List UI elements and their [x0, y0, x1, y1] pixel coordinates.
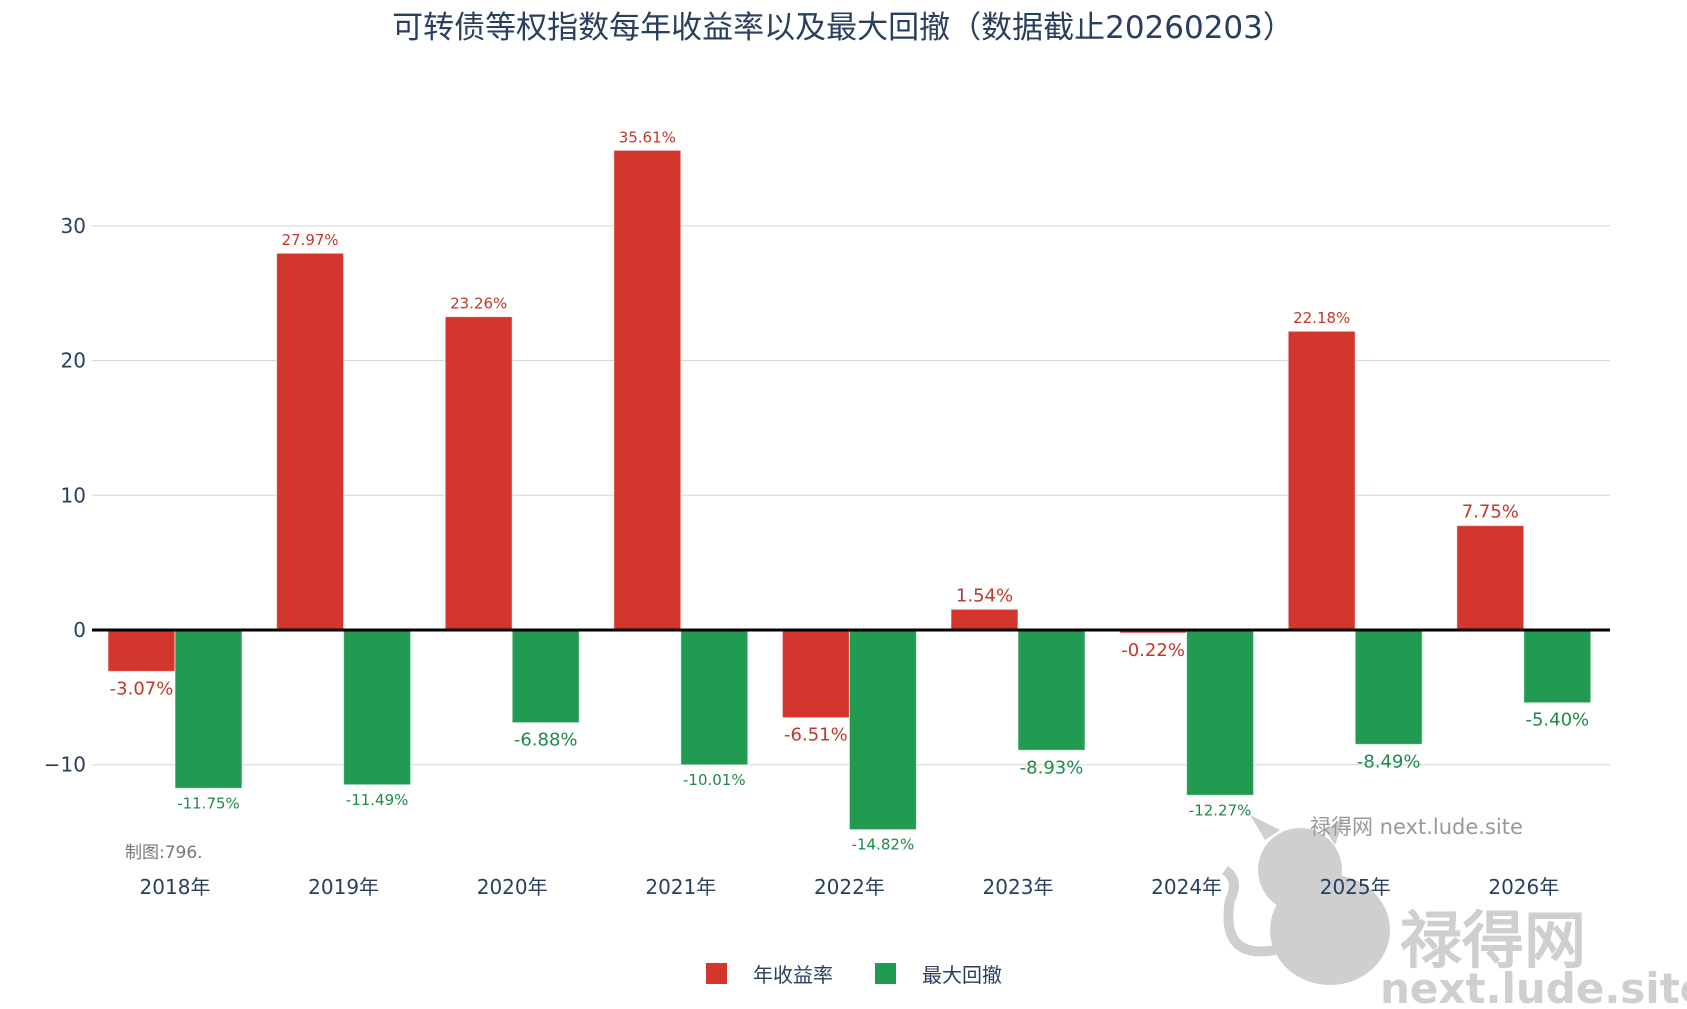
bar-max-drawdown[interactable] — [1017, 629, 1086, 751]
y-tick-label: 20 — [61, 349, 86, 373]
legend-label: 最大回撤 — [922, 963, 1002, 987]
bar-annual-return[interactable] — [781, 629, 850, 719]
bar-annual-return[interactable] — [1456, 525, 1525, 631]
data-label: 35.61% — [619, 128, 676, 146]
data-label: -5.40% — [1525, 710, 1589, 731]
bar-max-drawdown[interactable] — [1186, 629, 1255, 796]
x-tick-label: 2019年 — [308, 875, 379, 899]
data-label: 1.54% — [956, 585, 1013, 606]
bar-max-drawdown[interactable] — [174, 629, 243, 789]
bar-max-drawdown[interactable] — [343, 629, 412, 786]
watermark-big-url: next.lude.site — [1380, 964, 1687, 1009]
bar-annual-return[interactable] — [276, 252, 345, 631]
legend-swatch-red — [706, 963, 727, 984]
y-tick-label: 10 — [61, 483, 86, 507]
x-axis: 2018年 2019年 2020年 2021年 2022年 2023年 2024年 2025年… — [140, 875, 1560, 899]
x-tick-label: 2024年 — [1151, 875, 1222, 899]
bar-max-drawdown[interactable] — [1523, 629, 1592, 704]
bars — [107, 149, 1592, 831]
data-label: 22.18% — [1293, 309, 1350, 327]
bar-annual-return[interactable] — [1287, 330, 1356, 631]
legend-swatch-green — [875, 963, 896, 984]
bar-annual-return[interactable] — [444, 316, 513, 631]
x-tick-label: 2025年 — [1320, 875, 1391, 899]
data-label: 27.97% — [281, 231, 338, 249]
x-tick-label: 2020年 — [477, 875, 548, 899]
watermark-small-text: 禄得网 next.lude.site — [1310, 815, 1523, 839]
x-tick-label: 2022年 — [814, 875, 885, 899]
legend: 年收益率 最大回撤 — [706, 963, 1002, 987]
data-label: -12.27% — [1189, 801, 1252, 819]
bar-annual-return[interactable] — [107, 629, 176, 672]
bar-max-drawdown[interactable] — [848, 629, 917, 831]
data-label: -6.88% — [514, 730, 578, 751]
bar-annual-return[interactable] — [613, 149, 682, 631]
legend-label: 年收益率 — [753, 963, 833, 987]
y-tick-label: 30 — [61, 214, 86, 238]
credit-text: 制图:796. — [125, 843, 203, 863]
data-label: -0.22% — [1121, 640, 1185, 661]
data-label: -11.75% — [177, 794, 240, 812]
x-tick-label: 2023年 — [983, 875, 1054, 899]
y-tick-label: 0 — [73, 618, 86, 642]
data-label: -3.07% — [110, 678, 174, 699]
y-tick-label: −10 — [44, 753, 86, 777]
bar-max-drawdown[interactable] — [511, 629, 580, 724]
bar-max-drawdown[interactable] — [1354, 629, 1423, 745]
x-tick-label: 2018年 — [140, 875, 211, 899]
bull-logo-icon — [1221, 815, 1390, 985]
chart-title: 可转债等权指数每年收益率以及最大回撤（数据截止20260203） — [392, 10, 1294, 46]
bar-annual-return[interactable] — [950, 608, 1019, 631]
data-label: 7.75% — [1462, 502, 1519, 523]
data-label: -10.01% — [683, 771, 746, 789]
data-label: -11.49% — [346, 791, 409, 809]
data-label: -6.51% — [784, 725, 848, 746]
data-label: 23.26% — [450, 295, 507, 313]
legend-item-max-drawdown[interactable]: 最大回撤 — [875, 963, 1002, 987]
x-tick-label: 2021年 — [645, 875, 716, 899]
data-labels: -3.07% -11.75% 27.97% -11.49% 23.26% -6.88% 35… — [110, 128, 1589, 853]
legend-item-annual-return[interactable]: 年收益率 — [706, 963, 833, 987]
watermark: 禄得网 next.lude.site 禄得网 next.lude.site — [1221, 815, 1687, 1009]
data-label: -8.49% — [1357, 751, 1421, 772]
bar-max-drawdown[interactable] — [680, 629, 749, 766]
watermark-big-name: 禄得网 — [1400, 904, 1586, 977]
data-label: -8.93% — [1020, 757, 1084, 778]
y-axis: −10 0 10 20 30 — [44, 214, 86, 777]
data-label: -14.82% — [852, 836, 915, 854]
x-tick-label: 2026年 — [1488, 875, 1559, 899]
